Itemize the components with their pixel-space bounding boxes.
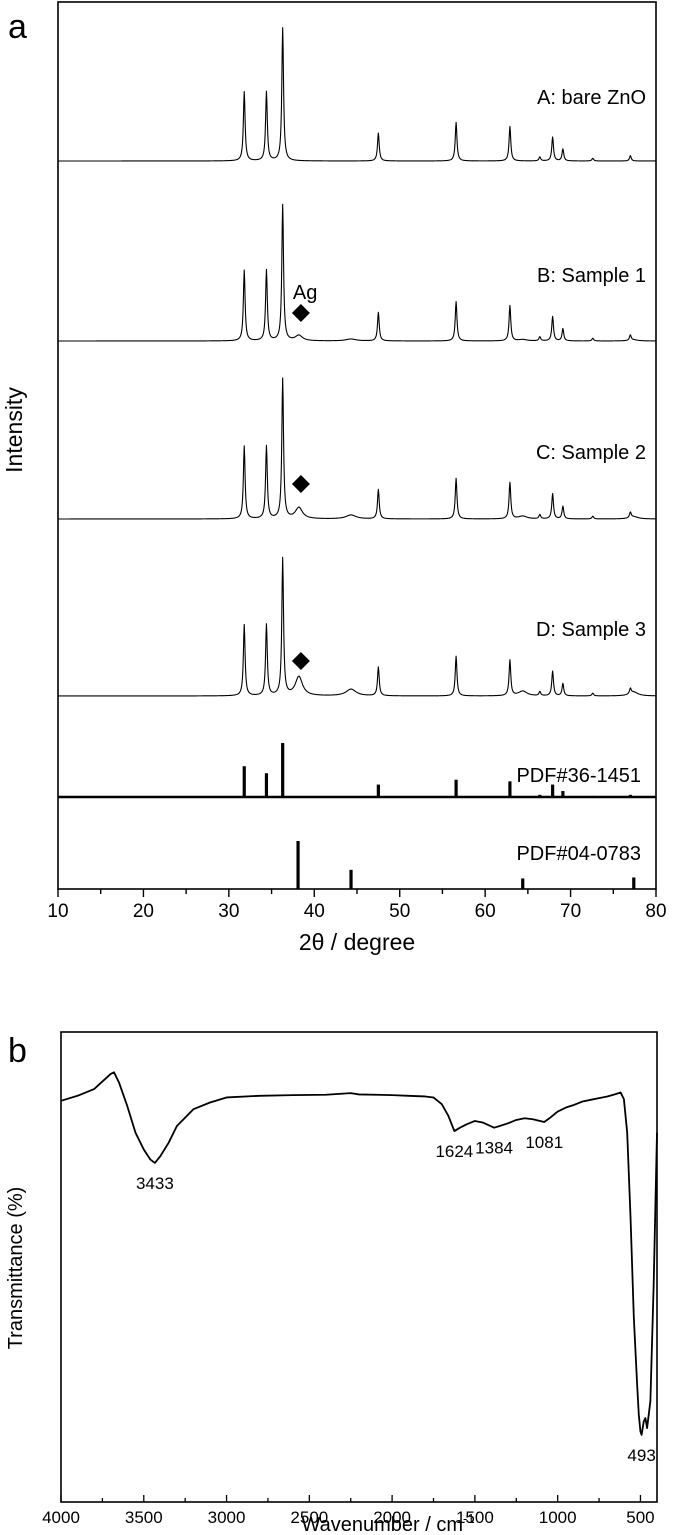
x-tick-label: 50 [389, 901, 410, 922]
peak-annotation: 493 [627, 1446, 655, 1465]
reference-label: PDF#04-0783 [516, 843, 641, 865]
ag-diamond-marker [291, 475, 310, 493]
xrd-trace [57, 27, 657, 162]
trace-label: D: Sample 3 [536, 619, 646, 641]
x-tick-label: 4000 [42, 1508, 80, 1527]
ftir-line [60, 1071, 658, 1436]
ag-label: Ag [293, 282, 317, 304]
trace-label: B: Sample 1 [537, 265, 646, 287]
x-axis-title: 2θ / degree [299, 929, 415, 955]
peak-annotations: 3433 1624 1384 1081 493 [136, 1133, 656, 1465]
x-tick-label: 70 [560, 901, 581, 922]
x-tick-label: 500 [626, 1508, 654, 1527]
panel-letter-a: a [8, 8, 27, 46]
x-tick-label: 3000 [208, 1508, 246, 1527]
x-tick-label: 3500 [125, 1508, 163, 1527]
ag-markers: Ag [291, 282, 317, 670]
ftir-spectrum [60, 1071, 658, 1436]
x-tick-label: 20 [133, 901, 154, 922]
xrd-panel: a A: bare ZnO B: Sample 1 C: Sample 2 D: Sa… [1, 1, 667, 955]
x-axis-title-b: Wavenumber / cm-1 [301, 1511, 474, 1535]
x-axis-ticks: 10 20 30 40 50 60 70 80 [47, 889, 667, 922]
x-tick-label: 2000 [373, 1508, 411, 1527]
x-tick-label: 80 [645, 901, 666, 922]
x-tick-label: 1500 [456, 1508, 494, 1527]
peak-annotation: 1624 [435, 1142, 473, 1161]
ftir-plot-frame [60, 1031, 658, 1503]
y-axis-title-b: Transmittance (%) [5, 1187, 27, 1350]
xrd-trace [57, 377, 657, 520]
ftir-panel: b 3433 1624 1384 1081 493 4000 3500 3000 2500 20… [5, 1031, 658, 1535]
peak-annotation: 3433 [136, 1174, 174, 1193]
x-tick-label: 30 [218, 901, 239, 922]
x-tick-label: 2500 [290, 1508, 328, 1527]
x-tick-label: 10 [47, 901, 68, 922]
x-tick-label: 60 [475, 901, 496, 922]
x-tick-label: 1000 [539, 1508, 577, 1527]
reference-label: PDF#36-1451 [516, 765, 641, 787]
peak-annotation: 1384 [475, 1139, 513, 1158]
y-axis-title: Intensity [1, 387, 27, 473]
ag-diamond-marker [291, 652, 310, 670]
xrd-trace [57, 203, 657, 342]
peak-annotation: 1081 [525, 1133, 563, 1152]
trace-label: A: bare ZnO [537, 87, 646, 109]
x-axis-ticks-b: 4000 3500 3000 2500 2000 1500 1000 500 [42, 1495, 655, 1527]
reference-sticks: PDF#36-1451 PDF#04-0783 [242, 743, 641, 889]
xrd-trace [57, 556, 657, 697]
panel-letter-b: b [8, 1032, 27, 1070]
trace-label: C: Sample 2 [536, 442, 646, 464]
ag-diamond-marker [291, 304, 310, 322]
xrd-traces: A: bare ZnO B: Sample 1 C: Sample 2 D: Samp… [57, 27, 657, 697]
x-tick-label: 40 [304, 901, 325, 922]
